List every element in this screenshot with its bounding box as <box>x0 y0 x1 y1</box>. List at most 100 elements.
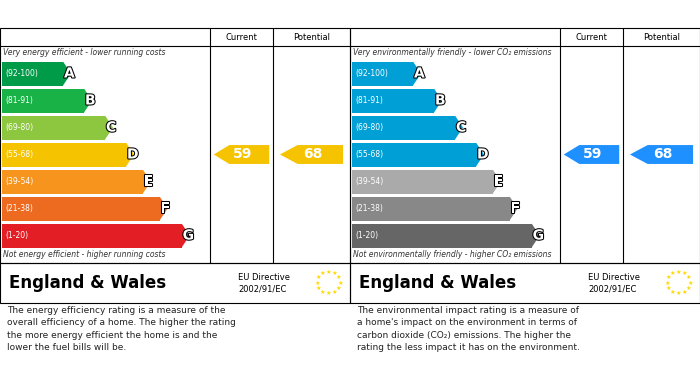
Text: ★: ★ <box>666 275 671 280</box>
Text: Very environmentally friendly - lower CO₂ emissions: Very environmentally friendly - lower CO… <box>353 48 552 57</box>
Text: Very energy efficient - lower running costs: Very energy efficient - lower running co… <box>3 48 165 57</box>
Polygon shape <box>182 224 190 248</box>
Text: (55-68): (55-68) <box>355 150 383 159</box>
Text: ★: ★ <box>314 280 320 285</box>
Text: ★: ★ <box>326 291 331 296</box>
Text: C: C <box>456 120 466 135</box>
Text: (81-91): (81-91) <box>5 96 33 105</box>
Text: ★: ★ <box>332 271 337 276</box>
Text: ★: ★ <box>682 271 687 276</box>
Text: (92-100): (92-100) <box>355 69 388 78</box>
Text: Current: Current <box>225 32 258 41</box>
Text: The environmental impact rating is a measure of
a home's impact on the environme: The environmental impact rating is a mea… <box>357 306 580 352</box>
Text: Potential: Potential <box>293 32 330 41</box>
Polygon shape <box>510 197 517 221</box>
Text: ★: ★ <box>336 275 342 280</box>
Text: ★: ★ <box>332 290 337 295</box>
Text: A: A <box>64 66 75 81</box>
Text: Not environmentally friendly - higher CO₂ emissions: Not environmentally friendly - higher CO… <box>353 250 552 259</box>
Text: EU Directive
2002/91/EC: EU Directive 2002/91/EC <box>588 273 640 293</box>
Text: ★: ★ <box>336 286 342 291</box>
Polygon shape <box>413 61 421 86</box>
Text: 68: 68 <box>654 147 673 161</box>
Text: ★: ★ <box>676 270 681 275</box>
Polygon shape <box>476 142 484 167</box>
Text: ★: ★ <box>686 286 692 291</box>
Bar <box>352 61 413 86</box>
Text: Not energy efficient - higher running costs: Not energy efficient - higher running co… <box>3 250 165 259</box>
Text: F: F <box>160 201 170 215</box>
Text: A: A <box>414 66 425 81</box>
Bar <box>2 170 143 194</box>
Text: (39-54): (39-54) <box>5 177 34 186</box>
Polygon shape <box>84 88 92 113</box>
Polygon shape <box>160 197 167 221</box>
Bar <box>352 115 455 140</box>
Bar <box>352 88 434 113</box>
Polygon shape <box>564 145 620 164</box>
Text: B: B <box>85 93 96 108</box>
Text: ★: ★ <box>664 280 670 285</box>
Text: (55-68): (55-68) <box>5 150 33 159</box>
Bar <box>2 115 105 140</box>
Text: EU Directive
2002/91/EC: EU Directive 2002/91/EC <box>238 273 290 293</box>
Polygon shape <box>143 170 150 194</box>
Polygon shape <box>434 88 442 113</box>
Text: ★: ★ <box>326 270 331 275</box>
Text: ★: ★ <box>337 280 343 285</box>
Text: ★: ★ <box>316 286 321 291</box>
Text: England & Wales: England & Wales <box>358 274 516 292</box>
Bar <box>2 197 160 221</box>
Bar <box>2 88 84 113</box>
Text: D: D <box>477 147 489 161</box>
Polygon shape <box>455 115 463 140</box>
Text: (1-20): (1-20) <box>5 231 28 240</box>
Text: ★: ★ <box>686 275 692 280</box>
Text: ★: ★ <box>666 286 671 291</box>
Text: (92-100): (92-100) <box>5 69 38 78</box>
Text: G: G <box>183 228 194 242</box>
Bar <box>2 142 126 167</box>
Polygon shape <box>63 61 71 86</box>
Text: Potential: Potential <box>643 32 680 41</box>
Text: C: C <box>106 120 116 135</box>
Polygon shape <box>214 145 270 164</box>
Text: ★: ★ <box>670 271 676 276</box>
Text: (1-20): (1-20) <box>355 231 378 240</box>
Bar <box>2 61 63 86</box>
Bar <box>352 224 532 248</box>
Text: ★: ★ <box>320 271 326 276</box>
Text: ★: ★ <box>682 290 687 295</box>
Bar <box>2 224 182 248</box>
Text: ★: ★ <box>320 290 326 295</box>
Text: (69-80): (69-80) <box>5 123 33 132</box>
Text: ★: ★ <box>316 275 321 280</box>
Polygon shape <box>126 142 134 167</box>
Text: (39-54): (39-54) <box>355 177 384 186</box>
Bar <box>352 142 476 167</box>
Text: (69-80): (69-80) <box>355 123 383 132</box>
Bar <box>352 170 493 194</box>
Text: 59: 59 <box>233 147 253 161</box>
Polygon shape <box>105 115 113 140</box>
Text: ★: ★ <box>676 291 681 296</box>
Text: Current: Current <box>575 32 608 41</box>
Text: England & Wales: England & Wales <box>8 274 166 292</box>
Text: 68: 68 <box>304 147 323 161</box>
Text: Energy Efficiency Rating: Energy Efficiency Rating <box>7 7 169 20</box>
Bar <box>352 197 510 221</box>
Text: E: E <box>144 174 153 188</box>
Text: F: F <box>510 201 520 215</box>
Polygon shape <box>493 170 500 194</box>
Text: Environmental Impact (CO₂) Rating: Environmental Impact (CO₂) Rating <box>357 7 589 20</box>
Text: (81-91): (81-91) <box>355 96 383 105</box>
Text: 59: 59 <box>583 147 603 161</box>
Polygon shape <box>532 224 540 248</box>
Text: E: E <box>494 174 503 188</box>
Polygon shape <box>280 145 343 164</box>
Text: G: G <box>533 228 544 242</box>
Text: B: B <box>435 93 446 108</box>
Text: ★: ★ <box>670 290 676 295</box>
Text: (21-38): (21-38) <box>355 204 383 213</box>
Text: The energy efficiency rating is a measure of the
overall efficiency of a home. T: The energy efficiency rating is a measur… <box>7 306 236 352</box>
